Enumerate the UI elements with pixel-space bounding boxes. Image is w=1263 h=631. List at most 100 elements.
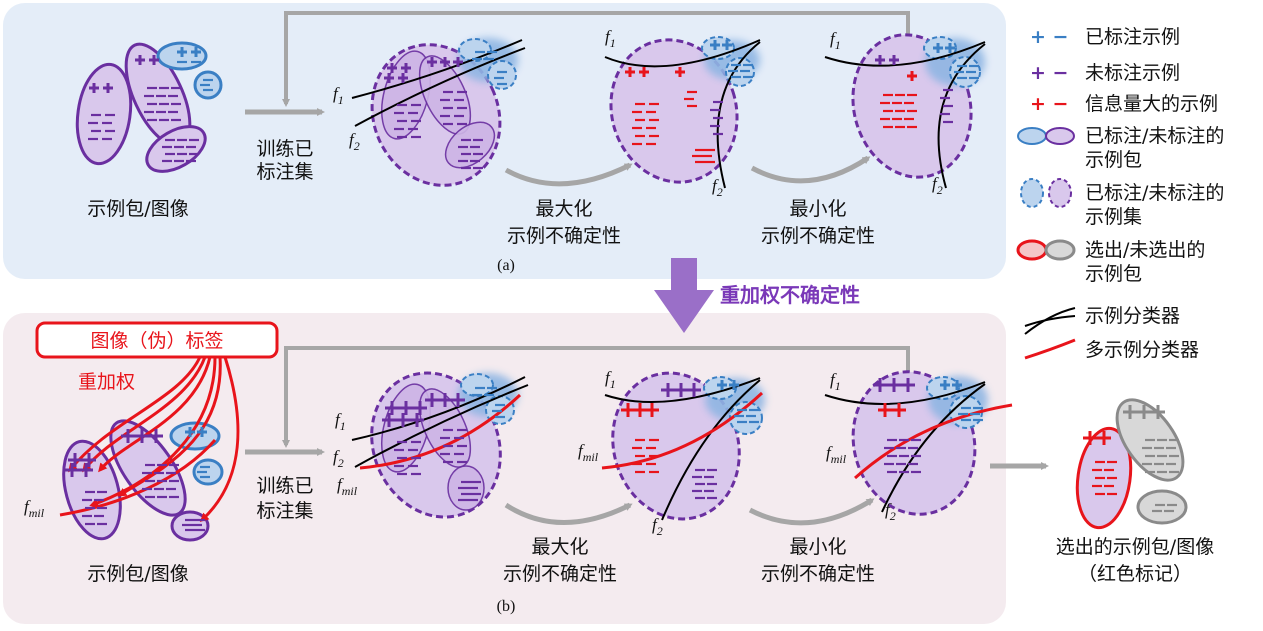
classifier-lines-a — [351, 39, 986, 189]
f2-label-b3: f2 — [885, 500, 896, 523]
fmil-label-b1: fmil — [337, 475, 358, 498]
plus-mark — [149, 429, 163, 443]
f1-label-a3: f1 — [830, 29, 841, 52]
plus-mark — [121, 429, 135, 443]
legend-unlabeled: 未标注示例 — [1085, 62, 1180, 84]
collection-2 — [609, 36, 760, 184]
plus-mark — [1097, 431, 1111, 445]
f2-label-b1: f2 — [333, 447, 344, 470]
plus-mark — [674, 383, 688, 397]
plus-mark — [440, 57, 450, 67]
f2-label-a3: f2 — [932, 174, 943, 197]
plus-mark — [103, 83, 113, 93]
minimize-arrow — [750, 155, 871, 184]
plus-mark — [451, 393, 465, 407]
plus-mark — [901, 378, 915, 392]
plus-mark — [717, 380, 727, 390]
panel-a-background — [3, 3, 1006, 279]
plus-mark — [639, 67, 649, 77]
plus-mark — [82, 453, 96, 467]
selected-caption-2: （红色标记） — [1078, 563, 1192, 585]
max-label-a-2: 示例不确定性 — [507, 225, 621, 247]
plus-mark — [952, 380, 962, 390]
legend-symbol-labeled: + − — [1030, 26, 1068, 48]
plus-mark — [384, 73, 394, 83]
plus-mark — [675, 67, 685, 77]
legend-symbol-informative: + − — [1030, 93, 1068, 115]
f1-label-a1: f1 — [333, 84, 344, 107]
maximize-arrow — [504, 162, 633, 187]
plus-mark — [621, 403, 635, 417]
f1-label-b3: f1 — [830, 370, 841, 393]
plus-mark — [65, 463, 79, 477]
plus-mark — [399, 401, 413, 415]
min-label-a-1: 最小化 — [789, 198, 846, 220]
fmil-label-b3: fmil — [826, 443, 847, 466]
plus-mark — [79, 463, 93, 477]
legend-instance-classifier: 示例分类器 — [1085, 305, 1180, 327]
plus-mark — [149, 55, 159, 65]
plus-mark — [453, 57, 463, 67]
plus-mark — [185, 427, 195, 437]
reweight-label: 重加权 — [78, 371, 135, 393]
plus-mark — [889, 55, 899, 65]
legend-bag-1: 已标注/未标注的 — [1085, 125, 1224, 147]
plus-mark — [633, 403, 647, 417]
sublabel-a: (a) — [497, 257, 515, 274]
plus-mark — [1151, 405, 1165, 419]
plus-mark — [427, 57, 437, 67]
fmil-label-bags: fmil — [24, 497, 45, 520]
plus-mark — [1083, 431, 1097, 445]
plus-mark — [729, 380, 739, 390]
min-label-b-1: 最小化 — [789, 536, 846, 558]
max-label-b-2: 示例不确定性 — [503, 563, 617, 585]
plus-mark — [687, 383, 701, 397]
max-label-b-1: 最大化 — [531, 536, 588, 558]
collection-3 — [851, 33, 985, 179]
plus-mark — [387, 63, 397, 73]
legend-set-2: 示例集 — [1085, 206, 1142, 228]
plus-mark — [398, 73, 408, 83]
plus-mark — [177, 47, 187, 57]
plus-mark — [625, 67, 635, 77]
feedback-loop-line — [284, 11, 910, 100]
plus-mark — [945, 43, 955, 53]
plus-mark — [382, 413, 396, 427]
plus-mark — [1123, 405, 1137, 419]
plus-mark — [661, 383, 675, 397]
plus-mark — [1137, 405, 1151, 419]
f2-label-a1: f2 — [349, 130, 360, 153]
plus-mark — [68, 453, 82, 467]
legend-labeled: 已标注示例 — [1085, 26, 1180, 48]
plus-mark — [385, 401, 399, 415]
plus-mark — [933, 43, 943, 53]
plus-mark — [89, 83, 99, 93]
selected-caption-1: 选出的示例包/图像 — [1056, 536, 1214, 558]
train-label-b-1: 训练已 — [256, 475, 313, 497]
plus-mark — [135, 55, 145, 65]
plus-mark — [887, 378, 901, 392]
fmil-label-b2: fmil — [578, 441, 599, 464]
plus-mark — [722, 40, 732, 50]
plus-mark — [878, 403, 892, 417]
bags-caption-a: 示例包/图像 — [87, 198, 188, 220]
plus-mark — [873, 378, 887, 392]
legend-bag-2: 示例包 — [1085, 149, 1142, 171]
plus-mark — [413, 401, 427, 415]
legend-mil-classifier: 多示例分类器 — [1085, 339, 1199, 361]
sublabel-b: (b) — [497, 598, 516, 615]
selected-bags — [1075, 398, 1188, 530]
plus-mark — [425, 393, 439, 407]
f1-label-b2: f1 — [605, 368, 616, 391]
legend-symbol-unlabeled: + − — [1030, 62, 1068, 84]
legend-set-1: 已标注/未标注的 — [1085, 182, 1224, 204]
bags-caption-b: 示例包/图像 — [87, 563, 188, 585]
min-label-a-2: 示例不确定性 — [761, 225, 875, 247]
legend-informative: 信息量大的示例 — [1085, 93, 1218, 115]
train-label-b-2: 标注集 — [256, 500, 313, 522]
plus-mark — [135, 429, 149, 443]
middle-label: 重加权不确定性 — [720, 283, 860, 307]
plus-mark — [197, 427, 207, 437]
